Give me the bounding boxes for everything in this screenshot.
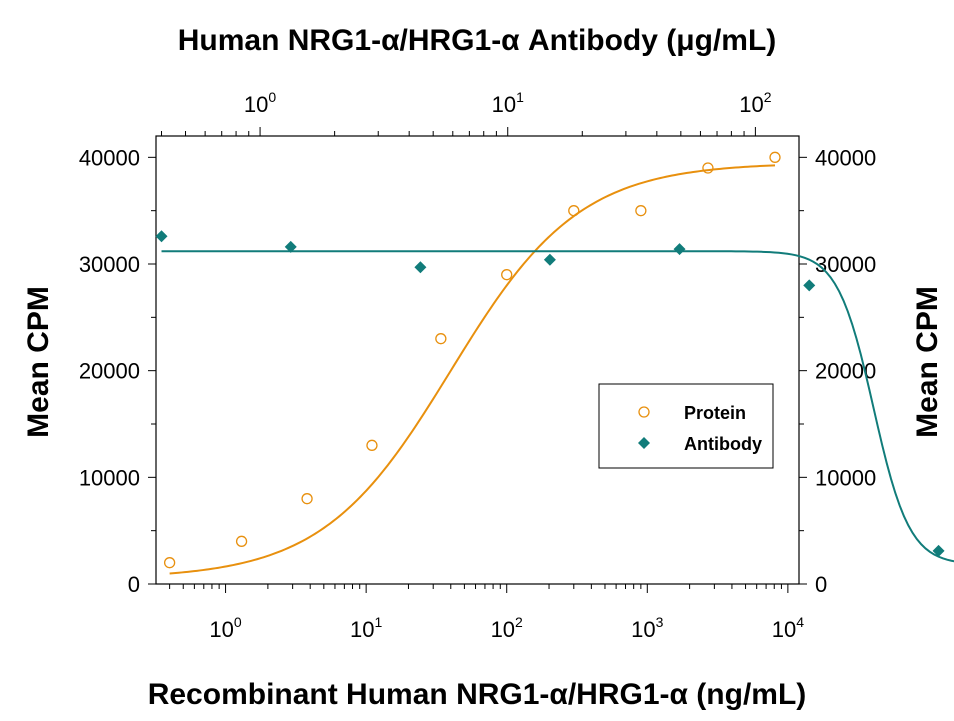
protein-point xyxy=(366,439,378,451)
y-tick-label-right: 30000 xyxy=(815,252,876,277)
protein-point xyxy=(635,205,647,217)
antibody-point xyxy=(932,544,945,557)
y-tick-label-right: 0 xyxy=(815,572,827,597)
data-points xyxy=(155,151,945,569)
x-tick-label: 102 xyxy=(491,614,523,642)
legend-antibody-marker xyxy=(638,437,650,449)
y-tick-label-left: 20000 xyxy=(79,359,140,384)
x-tick-label: 101 xyxy=(350,614,382,642)
protein-point xyxy=(702,162,714,174)
protein-point xyxy=(568,205,580,217)
x-axis-label: Recombinant Human NRG1-α/HRG1-α (ng/mL) xyxy=(148,678,807,711)
antibody-point xyxy=(543,253,556,266)
legend-box xyxy=(598,383,774,469)
y-tick-label-left: 10000 xyxy=(79,465,140,490)
y-tick-label-right: 40000 xyxy=(815,145,876,170)
antibody-point xyxy=(155,230,168,243)
protein-point xyxy=(301,493,313,505)
antibody-point xyxy=(803,279,816,292)
y-axis-label-left: Mean CPM xyxy=(22,286,55,438)
plot-frame xyxy=(155,135,800,585)
y-tick-label-left: 0 xyxy=(128,572,140,597)
protein-point xyxy=(235,535,248,547)
y-tick-label-right: 10000 xyxy=(815,465,876,490)
top-x-tick-label: 102 xyxy=(739,89,771,117)
x-tick-label: 104 xyxy=(772,614,804,642)
protein-point xyxy=(501,269,513,281)
antibody-point xyxy=(414,261,427,274)
legend-antibody-label: Antibody xyxy=(684,434,762,454)
protein-point xyxy=(435,333,447,345)
protein-point xyxy=(769,151,781,163)
legend-protein-label: Protein xyxy=(684,403,746,423)
y-axis-label-right: Mean CPM xyxy=(911,286,944,438)
legend: Protein Antibody xyxy=(598,383,774,469)
antibody-fit-curve xyxy=(161,250,954,563)
x-tick-label: 103 xyxy=(631,614,663,642)
y-tick-label-left: 40000 xyxy=(79,145,140,170)
x-tick-label: 100 xyxy=(209,614,241,642)
antibody-point xyxy=(673,243,686,256)
top-x-tick-label: 101 xyxy=(492,89,524,117)
legend-protein-marker xyxy=(638,406,650,418)
chart-title: Human NRG1-α/HRG1-α Antibody (μg/mL) xyxy=(178,24,777,57)
top-x-tick-label: 100 xyxy=(244,89,276,117)
protein-fit-curve xyxy=(169,164,776,575)
antibody-point xyxy=(284,240,297,253)
protein-point xyxy=(163,557,176,569)
y-tick-label-left: 30000 xyxy=(79,252,140,277)
axis-ticks: 100 101 102 103 104 100 101 102 0 0 10000 10000 2000… xyxy=(79,89,876,642)
